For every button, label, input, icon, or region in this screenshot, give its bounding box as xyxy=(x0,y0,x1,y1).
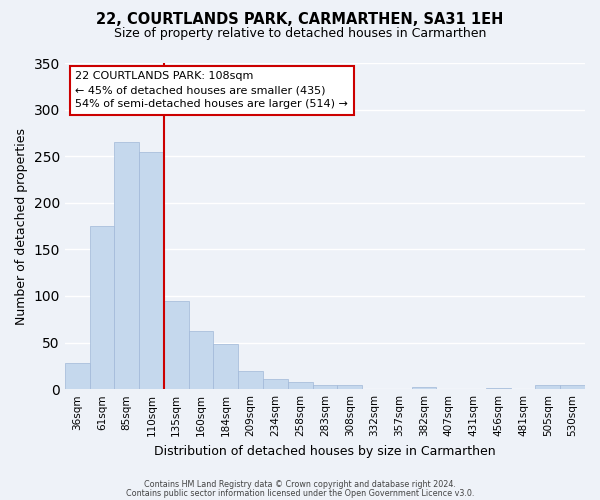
Bar xyxy=(238,370,263,389)
Bar xyxy=(560,386,585,389)
Text: Contains HM Land Registry data © Crown copyright and database right 2024.: Contains HM Land Registry data © Crown c… xyxy=(144,480,456,489)
Text: 22 COURTLANDS PARK: 108sqm
← 45% of detached houses are smaller (435)
54% of sem: 22 COURTLANDS PARK: 108sqm ← 45% of deta… xyxy=(75,71,348,109)
Bar xyxy=(313,384,337,389)
Bar xyxy=(89,226,115,389)
Bar xyxy=(263,379,288,389)
Text: Contains public sector information licensed under the Open Government Licence v3: Contains public sector information licen… xyxy=(126,489,474,498)
X-axis label: Distribution of detached houses by size in Carmarthen: Distribution of detached houses by size … xyxy=(154,444,496,458)
Bar xyxy=(535,386,560,389)
Bar xyxy=(486,388,511,389)
Bar xyxy=(288,382,313,389)
Bar xyxy=(412,388,436,389)
Bar xyxy=(214,344,238,389)
Text: Size of property relative to detached houses in Carmarthen: Size of property relative to detached ho… xyxy=(114,28,486,40)
Text: 22, COURTLANDS PARK, CARMARTHEN, SA31 1EH: 22, COURTLANDS PARK, CARMARTHEN, SA31 1E… xyxy=(97,12,503,28)
Bar xyxy=(188,332,214,389)
Bar xyxy=(115,142,139,389)
Y-axis label: Number of detached properties: Number of detached properties xyxy=(15,128,28,324)
Bar xyxy=(65,363,89,389)
Bar xyxy=(139,152,164,389)
Bar xyxy=(337,386,362,389)
Bar xyxy=(164,300,188,389)
